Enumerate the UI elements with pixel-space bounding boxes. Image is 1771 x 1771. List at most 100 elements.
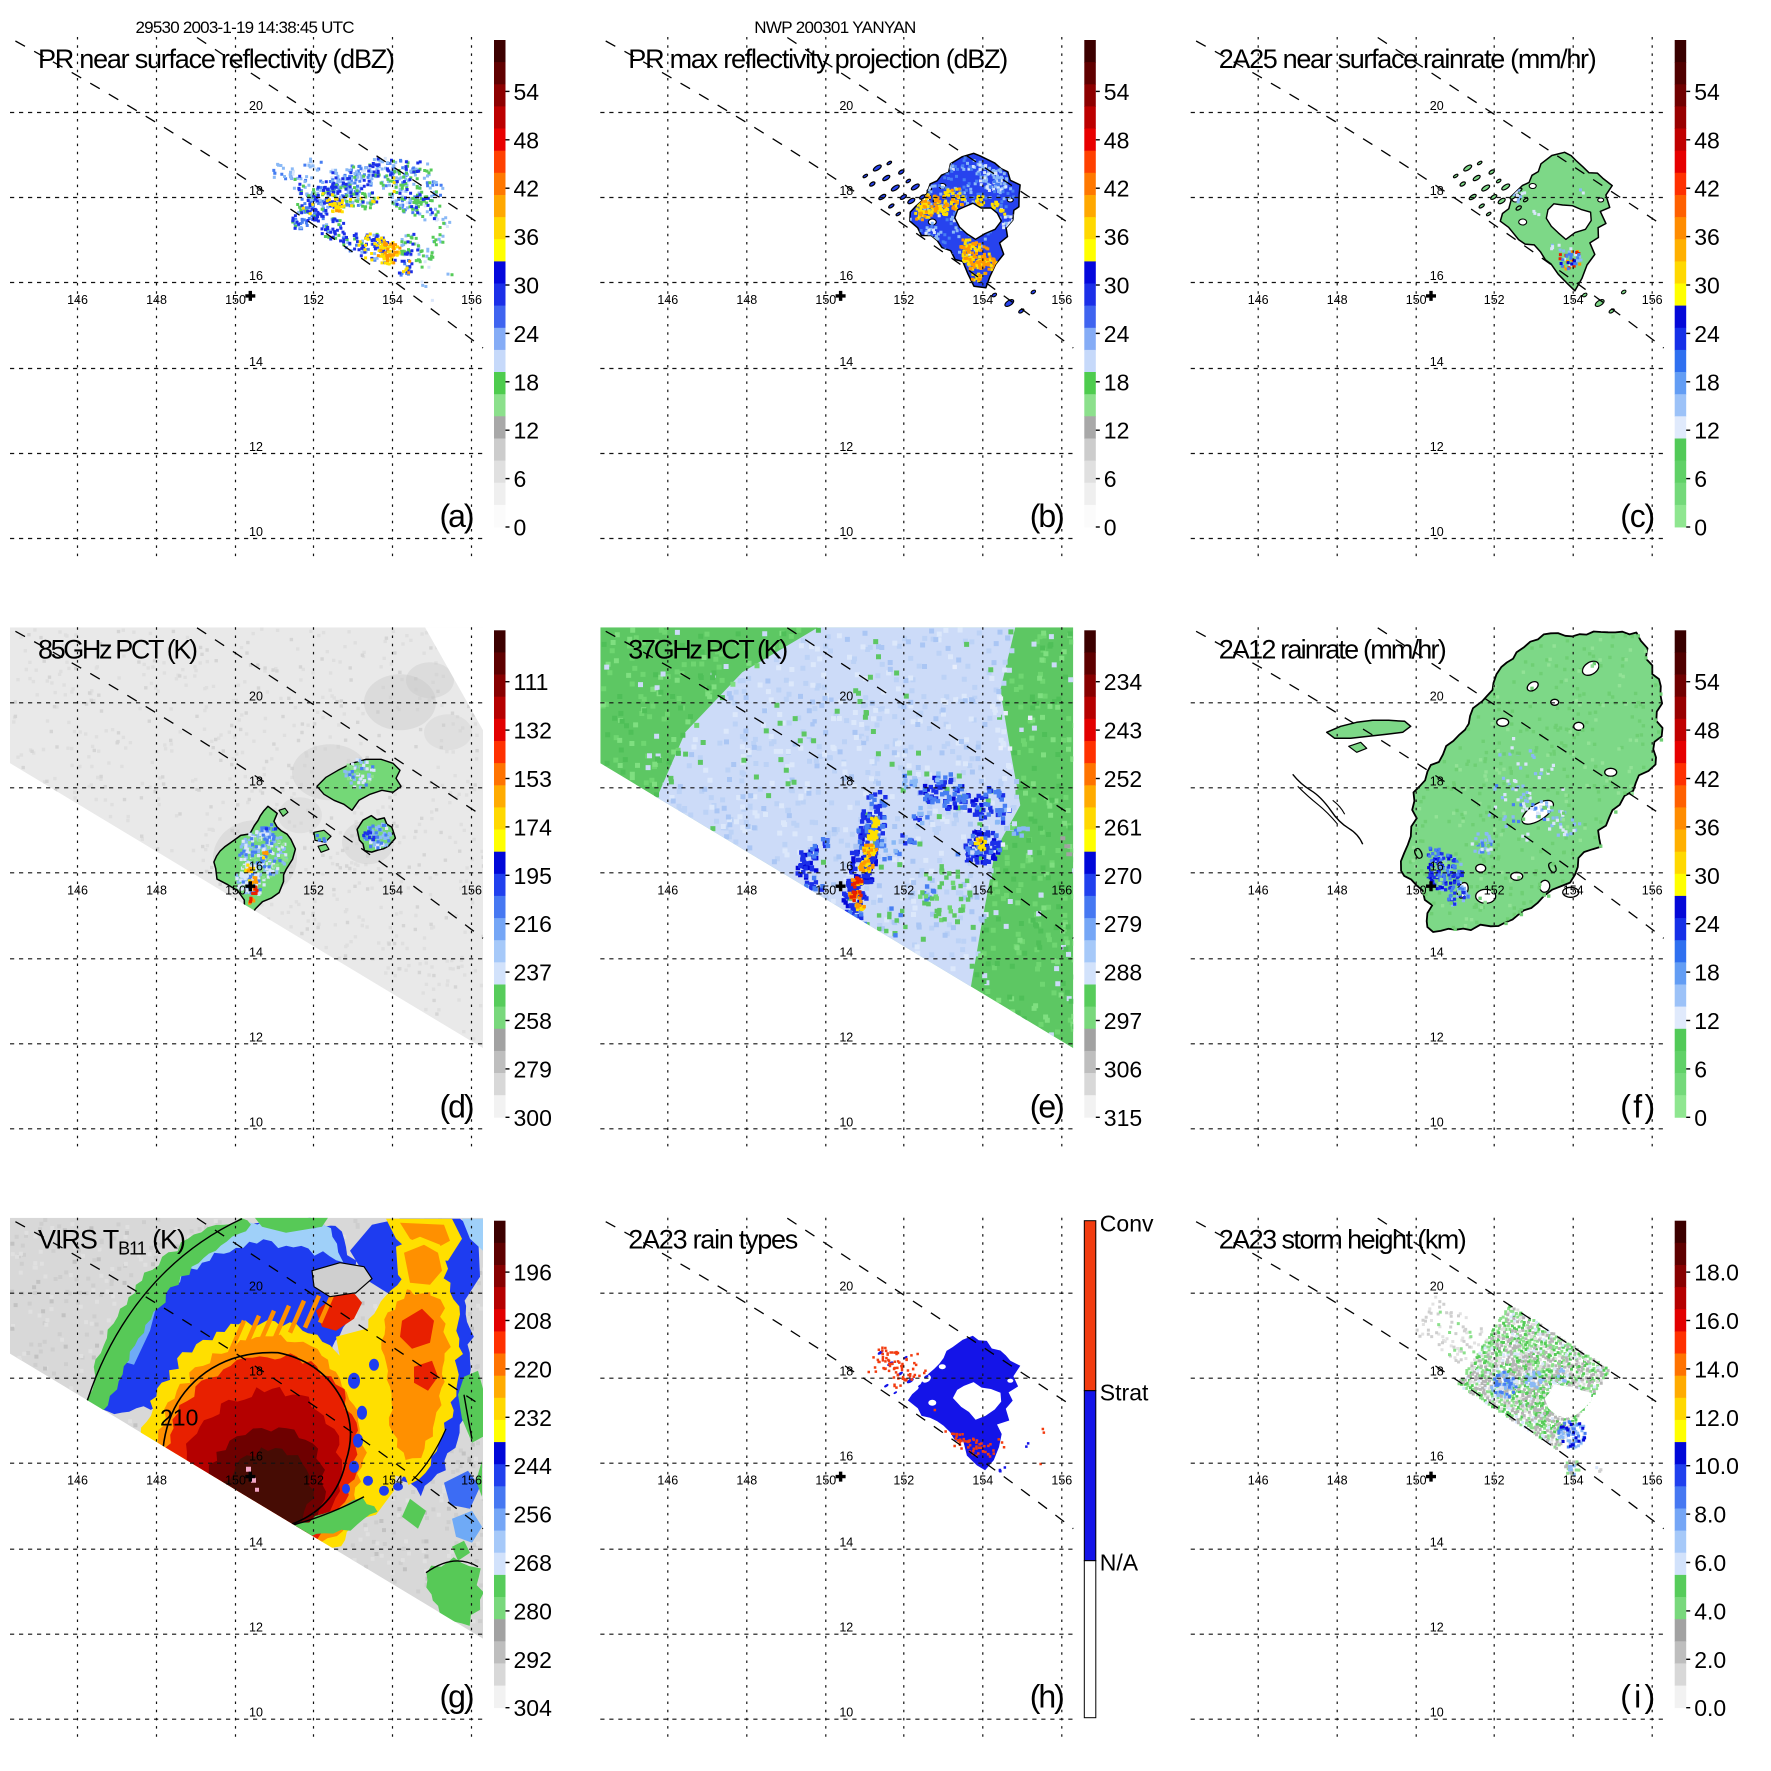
svg-text:258: 258 — [514, 1008, 552, 1034]
svg-text:148: 148 — [1327, 293, 1348, 307]
svg-text:2A23 storm height (km): 2A23 storm height (km) — [1219, 1225, 1467, 1255]
svg-text:16: 16 — [1430, 1450, 1444, 1464]
svg-text:150: 150 — [815, 293, 836, 307]
svg-text:279: 279 — [514, 1056, 552, 1082]
svg-text:42: 42 — [1104, 176, 1130, 202]
svg-text:306: 306 — [1104, 1056, 1142, 1082]
svg-text:195: 195 — [514, 863, 552, 889]
svg-text:18: 18 — [1430, 1365, 1444, 1379]
svg-text:148: 148 — [736, 883, 757, 897]
svg-text:156: 156 — [1051, 293, 1072, 307]
svg-text:150: 150 — [225, 883, 246, 897]
svg-text:10: 10 — [839, 525, 853, 539]
svg-text:14: 14 — [249, 945, 263, 959]
svg-text:156: 156 — [1642, 1474, 1663, 1488]
svg-text:150: 150 — [815, 883, 836, 897]
svg-text:30: 30 — [1104, 273, 1130, 299]
svg-text:2A25 near surface rainrate (mm: 2A25 near surface rainrate (mm/hr) — [1219, 44, 1597, 74]
svg-text:297: 297 — [1104, 1008, 1142, 1034]
svg-text:48: 48 — [1104, 127, 1130, 153]
svg-text:10.0: 10.0 — [1694, 1453, 1739, 1479]
svg-text:20: 20 — [249, 689, 263, 703]
svg-text:156: 156 — [1642, 883, 1663, 897]
svg-text:20: 20 — [1430, 99, 1444, 113]
svg-text:14: 14 — [249, 355, 263, 369]
svg-text:18: 18 — [249, 774, 263, 788]
svg-text:20: 20 — [839, 99, 853, 113]
svg-text:156: 156 — [461, 883, 482, 897]
svg-text:6: 6 — [1694, 1056, 1707, 1082]
svg-text:29530 2003-1-19 14:38:45 UTC: 29530 2003-1-19 14:38:45 UTC — [136, 18, 355, 37]
svg-text:279: 279 — [1104, 911, 1142, 937]
svg-text:10: 10 — [1430, 525, 1444, 539]
svg-text:(g): (g) — [440, 1679, 475, 1715]
svg-text:16: 16 — [839, 859, 853, 873]
svg-text:10: 10 — [249, 1115, 263, 1129]
svg-text:30: 30 — [1694, 273, 1720, 299]
svg-text:216: 216 — [514, 911, 552, 937]
svg-text:146: 146 — [657, 1474, 678, 1488]
svg-text:18.0: 18.0 — [1694, 1260, 1739, 1286]
svg-text:148: 148 — [1327, 1474, 1348, 1488]
svg-text:132: 132 — [514, 718, 552, 744]
svg-text:42: 42 — [1694, 176, 1720, 202]
svg-text:85GHz PCT (K): 85GHz PCT (K) — [38, 634, 198, 664]
svg-text:14: 14 — [839, 355, 853, 369]
svg-text:2.0: 2.0 — [1694, 1647, 1726, 1673]
svg-text:(b): (b) — [1030, 498, 1065, 534]
svg-text:150: 150 — [1406, 883, 1427, 897]
svg-text:24: 24 — [1694, 911, 1720, 937]
svg-text:252: 252 — [1104, 766, 1142, 792]
svg-text:244: 244 — [514, 1453, 553, 1479]
svg-text:150: 150 — [1406, 293, 1427, 307]
svg-text:36: 36 — [514, 224, 540, 250]
svg-text:NWP 200301 YANYAN: NWP 200301 YANYAN — [754, 18, 916, 37]
svg-text:146: 146 — [1248, 293, 1269, 307]
svg-text:12: 12 — [1430, 440, 1444, 454]
svg-text:152: 152 — [1484, 1474, 1505, 1488]
svg-text:156: 156 — [1051, 883, 1072, 897]
svg-text:237: 237 — [514, 960, 552, 986]
svg-text:146: 146 — [67, 883, 88, 897]
svg-text:6: 6 — [1104, 466, 1117, 492]
svg-text:300: 300 — [514, 1105, 552, 1131]
svg-text:12: 12 — [514, 418, 540, 444]
svg-text:146: 146 — [1248, 1474, 1269, 1488]
svg-text:156: 156 — [1051, 1474, 1072, 1488]
svg-text:146: 146 — [657, 883, 678, 897]
svg-text:261: 261 — [1104, 814, 1142, 840]
svg-text:292: 292 — [514, 1647, 552, 1673]
svg-text:30: 30 — [514, 273, 540, 299]
svg-text:8.0: 8.0 — [1694, 1502, 1726, 1528]
svg-text:111: 111 — [514, 669, 549, 695]
svg-text:208: 208 — [514, 1308, 552, 1334]
svg-text:18: 18 — [839, 184, 853, 198]
svg-text:156: 156 — [461, 293, 482, 307]
svg-text:2A12 rainrate (mm/hr): 2A12 rainrate (mm/hr) — [1219, 634, 1447, 664]
svg-text:48: 48 — [1694, 718, 1720, 744]
svg-text:234: 234 — [1104, 669, 1143, 695]
svg-text:18: 18 — [839, 774, 853, 788]
svg-text:(a): (a) — [440, 498, 475, 534]
svg-text:54: 54 — [514, 79, 540, 105]
svg-text:154: 154 — [382, 1474, 403, 1488]
svg-text:18: 18 — [1694, 369, 1720, 395]
svg-text:(c): (c) — [1620, 498, 1655, 534]
svg-text:232: 232 — [514, 1405, 552, 1431]
svg-text:270: 270 — [1104, 863, 1142, 889]
svg-text:PR max reflectivity projection: PR max reflectivity projection (dBZ) — [628, 44, 1008, 74]
svg-text:152: 152 — [303, 1474, 324, 1488]
svg-text:154: 154 — [1563, 883, 1584, 897]
svg-text:12: 12 — [249, 440, 263, 454]
svg-text:24: 24 — [1104, 321, 1130, 347]
svg-text:18: 18 — [249, 1365, 263, 1379]
svg-text:0: 0 — [1104, 515, 1117, 541]
svg-text:12: 12 — [249, 1621, 263, 1635]
svg-text:16: 16 — [839, 269, 853, 283]
svg-text:148: 148 — [736, 293, 757, 307]
svg-text:10: 10 — [249, 1706, 263, 1720]
svg-text:288: 288 — [1104, 960, 1142, 986]
svg-text:150: 150 — [225, 1474, 246, 1488]
svg-text:315: 315 — [1104, 1105, 1142, 1131]
svg-text:146: 146 — [657, 293, 678, 307]
